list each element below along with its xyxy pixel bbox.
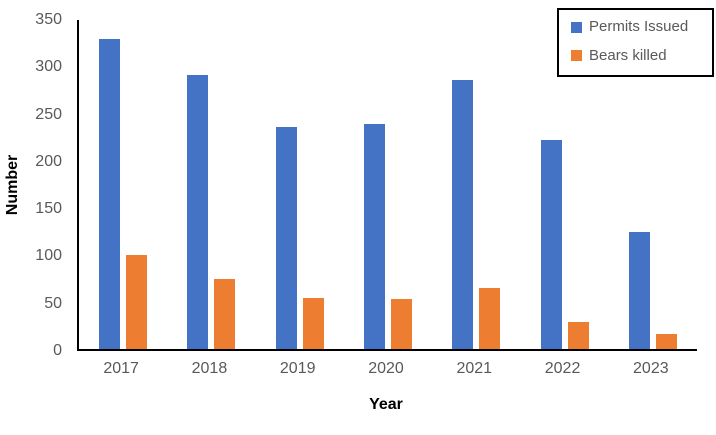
bar-bears-killed-2019 bbox=[302, 298, 324, 349]
bar-permits-issued-2023 bbox=[628, 231, 650, 349]
x-tick-label: 2018 bbox=[191, 360, 228, 377]
x-tick-label: 2021 bbox=[456, 360, 493, 377]
x-tick-label: 2020 bbox=[368, 360, 404, 377]
legend: Permits Issued Bears killed bbox=[557, 8, 714, 77]
bar-permits-issued-2019 bbox=[275, 127, 297, 349]
bar-permits-issued-2020 bbox=[363, 124, 385, 349]
legend-swatch bbox=[571, 50, 582, 62]
bar-group-2022 bbox=[520, 20, 608, 349]
bar-permits-issued-2018 bbox=[187, 74, 209, 349]
bar-permits-issued-2017 bbox=[99, 38, 121, 349]
legend-label: Permits Issued bbox=[589, 18, 689, 35]
bar-bears-killed-2020 bbox=[390, 299, 412, 349]
bar-bears-killed-2017 bbox=[126, 255, 148, 349]
y-tick-label: 300 bbox=[35, 58, 62, 76]
y-tick-label: 0 bbox=[53, 342, 62, 359]
y-tick-label: 250 bbox=[35, 105, 62, 123]
bar-group-2017 bbox=[79, 20, 167, 349]
x-tick-label: 2019 bbox=[279, 360, 316, 377]
bar-bears-killed-2018 bbox=[214, 279, 236, 349]
bar-group-2023 bbox=[609, 20, 697, 349]
y-tick-label: 200 bbox=[35, 152, 62, 170]
plot-area bbox=[77, 20, 697, 351]
bar-bears-killed-2022 bbox=[567, 321, 589, 349]
y-tick-label: 50 bbox=[44, 294, 62, 312]
bar-bears-killed-2023 bbox=[655, 333, 677, 349]
legend-item-bears-killed: Bears killed bbox=[571, 46, 704, 65]
bar-group-2018 bbox=[167, 20, 255, 349]
bar-group-2019 bbox=[256, 20, 344, 349]
x-axis-title: Year bbox=[369, 396, 403, 413]
bar-permits-issued-2022 bbox=[540, 140, 562, 349]
x-axis-labels: 2017 2018 2019 2020 2021 2022 2023 bbox=[77, 360, 695, 378]
y-tick-label: 150 bbox=[35, 200, 62, 218]
bar-group-2021 bbox=[432, 20, 520, 349]
legend-item-permits-issued: Permits Issued bbox=[571, 18, 704, 36]
y-tick-label: 350 bbox=[35, 11, 62, 28]
x-tick-label: 2023 bbox=[633, 360, 669, 377]
x-tick-label: 2017 bbox=[103, 360, 139, 377]
bar-permits-issued-2021 bbox=[452, 80, 474, 349]
y-axis-tick-labels: 0 50 100 150 200 250 300 350 bbox=[0, 12, 68, 359]
legend-swatch bbox=[571, 21, 582, 33]
bar-bears-killed-2021 bbox=[479, 287, 501, 349]
bar-group-2020 bbox=[344, 20, 432, 349]
y-tick-label: 100 bbox=[35, 247, 62, 265]
x-tick-label: 2022 bbox=[544, 360, 581, 377]
legend-label: Bears killed bbox=[589, 46, 667, 64]
